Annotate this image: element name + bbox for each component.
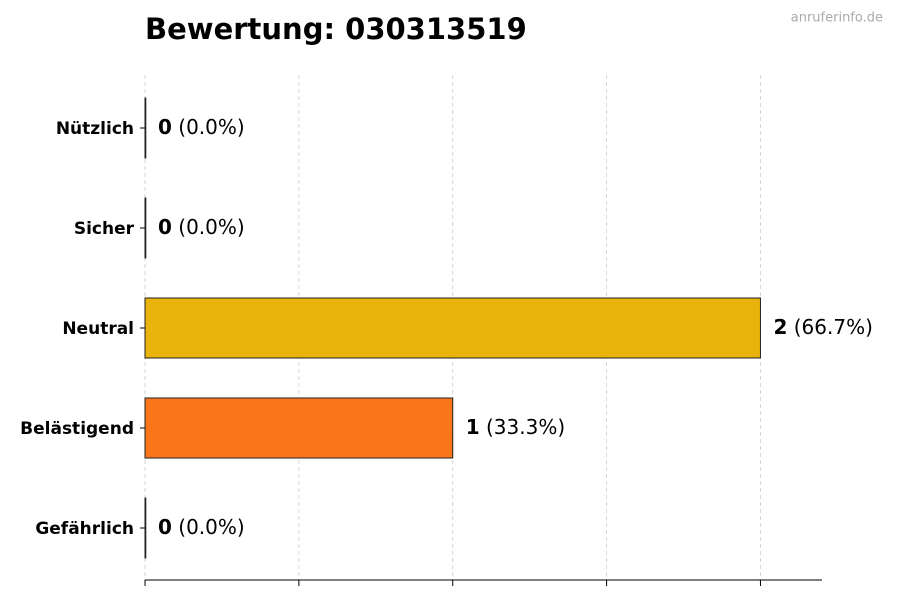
value-share: (0.0%): [178, 515, 244, 539]
value-count: 0: [158, 115, 172, 139]
y-tick-label: Neutral: [62, 319, 134, 339]
value-label: 0 (0.0%): [158, 115, 245, 139]
chart-title: Bewertung: 030313519: [145, 12, 527, 46]
value-label: 2 (66.7%): [773, 315, 872, 339]
value-count: 2: [773, 315, 787, 339]
y-tick-label: Belästigend: [20, 419, 134, 439]
bar: [144, 397, 454, 459]
watermark: anruferinfo.de: [791, 11, 883, 26]
bar: [144, 497, 147, 559]
value-share: (0.0%): [178, 115, 244, 139]
y-tick-label: Gefährlich: [35, 519, 134, 539]
y-tick-label: Sicher: [74, 219, 135, 239]
value-share: (0.0%): [178, 215, 244, 239]
value-count: 1: [466, 415, 480, 439]
value-share: (66.7%): [794, 315, 873, 339]
bar: [144, 197, 147, 259]
y-tick-label: Nützlich: [56, 119, 134, 139]
bar: [144, 297, 761, 359]
value-count: 0: [158, 215, 172, 239]
value-label: 0 (0.0%): [158, 215, 245, 239]
value-share: (33.3%): [486, 415, 565, 439]
value-label: 1 (33.3%): [466, 415, 565, 439]
bar: [144, 97, 147, 159]
value-label: 0 (0.0%): [158, 515, 245, 539]
value-count: 0: [158, 515, 172, 539]
